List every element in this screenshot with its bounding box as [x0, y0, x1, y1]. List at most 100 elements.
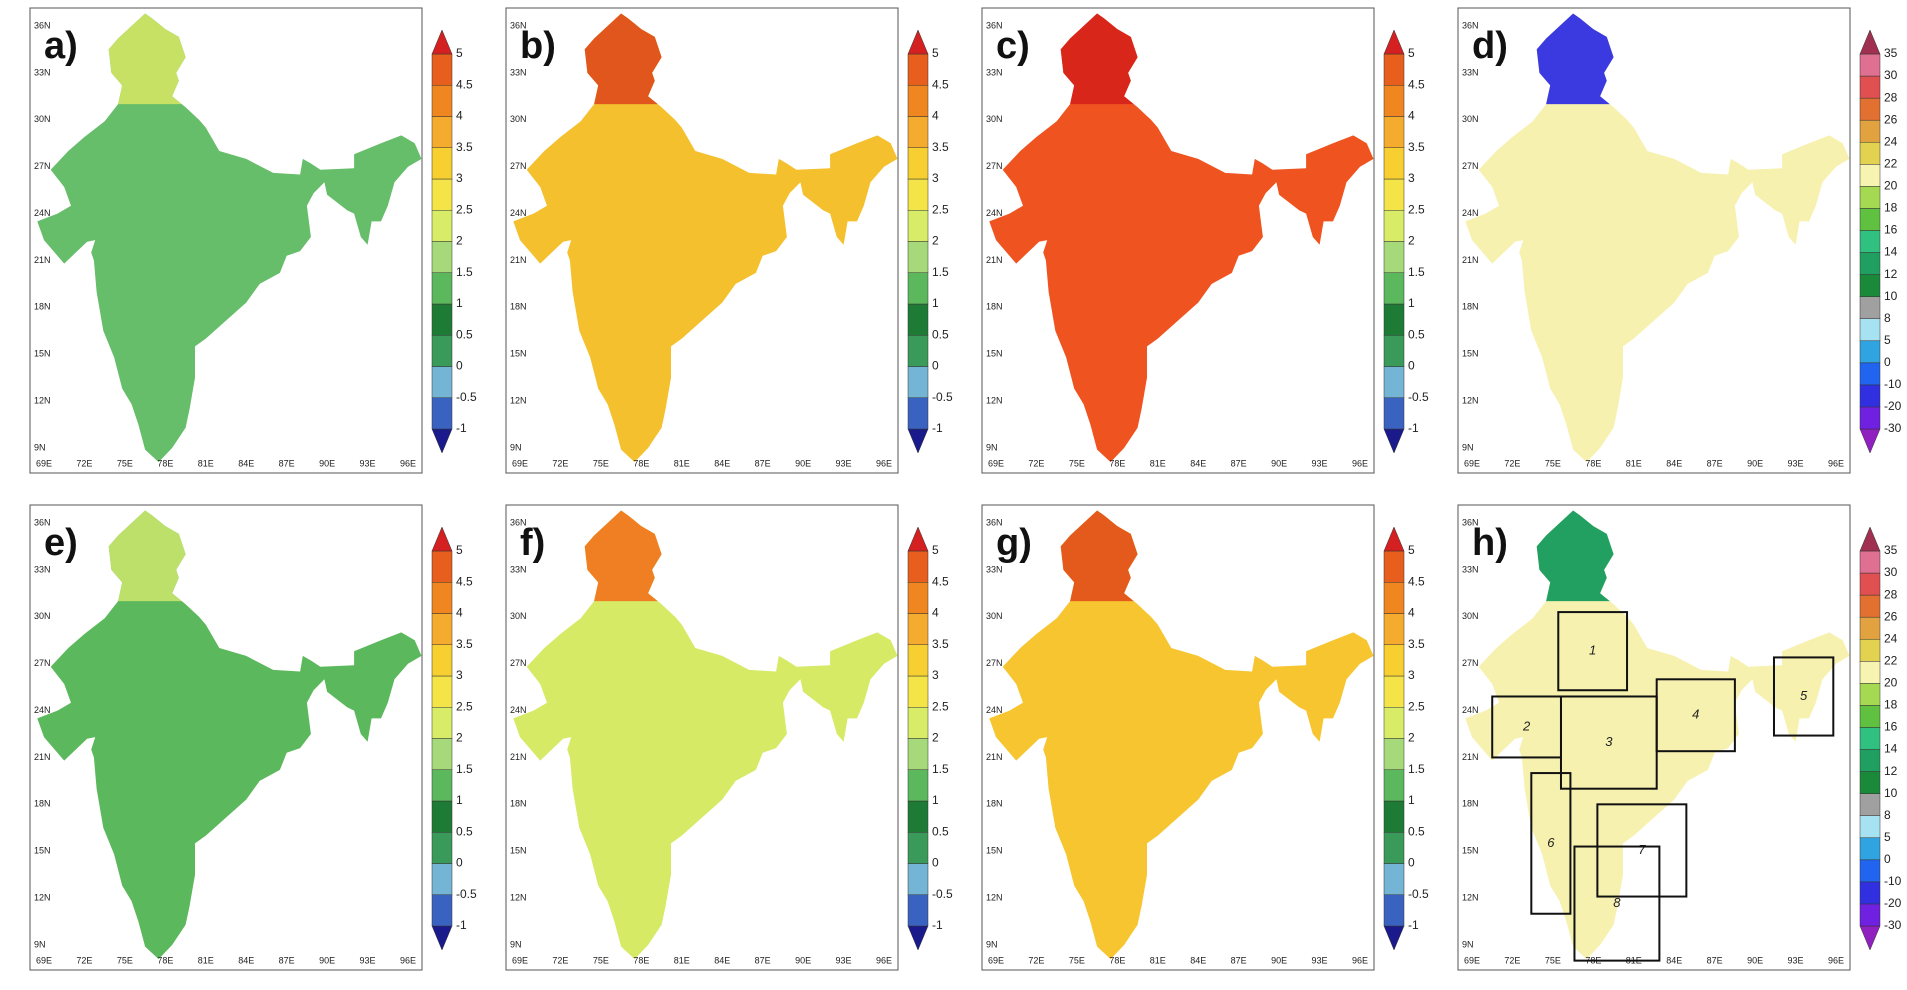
colorbar-swatch — [432, 832, 452, 863]
colorbar-label: -20 — [1884, 399, 1902, 413]
lat-tick-label: 36N — [986, 20, 1003, 30]
lon-tick-label: 75E — [117, 955, 133, 965]
colorbar-label: -10 — [1884, 377, 1902, 391]
region-label: 5 — [1800, 688, 1808, 703]
colorbar-swatch — [1384, 864, 1404, 895]
lon-tick-label: 87E — [1231, 458, 1247, 468]
colorbar-swatch — [908, 304, 928, 335]
colorbar-swatch — [1860, 860, 1880, 882]
colorbar-label: -30 — [1884, 918, 1902, 932]
colorbar-swatch — [1860, 794, 1880, 816]
colorbar-label: 35 — [1884, 543, 1898, 557]
lat-tick-label: 33N — [510, 67, 527, 77]
lon-tick-label: 93E — [836, 458, 852, 468]
panel: g)69E72E75E78E81E84E87E90E93E96E9N12N15N… — [982, 505, 1429, 970]
lat-tick-label: 36N — [986, 517, 1003, 527]
lon-tick-label: 84E — [238, 955, 254, 965]
lat-tick-label: 21N — [986, 255, 1003, 265]
lon-tick-label: 93E — [1312, 955, 1328, 965]
lon-tick-label: 69E — [988, 955, 1004, 965]
colorbar-high — [1384, 30, 1404, 54]
lat-tick-label: 18N — [1462, 799, 1479, 809]
lon-tick-label: 93E — [360, 458, 376, 468]
colorbar-label: 5 — [456, 46, 463, 60]
colorbar-label: 1 — [932, 296, 939, 310]
colorbar-label: 2.5 — [1408, 699, 1425, 713]
colorbar-label: 2.5 — [932, 202, 949, 216]
colorbar-swatch — [1860, 727, 1880, 749]
colorbar-swatch — [908, 864, 928, 895]
colorbar-label: 2.5 — [932, 699, 949, 713]
lat-tick-label: 30N — [510, 611, 527, 621]
lon-tick-label: 96E — [400, 955, 416, 965]
lat-tick-label: 12N — [1462, 395, 1479, 405]
colorbar-swatch — [1860, 76, 1880, 98]
lon-tick-label: 87E — [279, 955, 295, 965]
region-label: 1 — [1589, 643, 1596, 658]
colorbar-label: 22 — [1884, 653, 1898, 667]
lon-tick-label: 69E — [1464, 458, 1480, 468]
lat-tick-label: 12N — [34, 395, 51, 405]
lat-tick-label: 24N — [34, 705, 51, 715]
lat-tick-label: 9N — [986, 442, 998, 452]
lon-tick-label: 90E — [795, 458, 811, 468]
colorbar-swatch — [432, 551, 452, 582]
lat-tick-label: 27N — [1462, 658, 1479, 668]
colorbar-high — [432, 30, 452, 54]
colorbar-swatch — [908, 148, 928, 179]
colorbar-label: 5 — [1884, 830, 1891, 844]
lat-tick-label: 18N — [34, 799, 51, 809]
colorbar-swatch — [432, 148, 452, 179]
colorbar-swatch — [1860, 407, 1880, 429]
lat-tick-label: 33N — [986, 67, 1003, 77]
lat-tick-label: 36N — [34, 517, 51, 527]
colorbar-swatch — [1860, 838, 1880, 860]
lat-tick-label: 21N — [510, 255, 527, 265]
lon-tick-label: 78E — [633, 458, 649, 468]
lat-tick-label: 21N — [34, 255, 51, 265]
colorbar-label: 5 — [1408, 543, 1415, 557]
colorbar-label: 16 — [1884, 720, 1898, 734]
colorbar-swatch — [908, 551, 928, 582]
colorbar-label: -1 — [932, 918, 943, 932]
lat-tick-label: 12N — [1462, 892, 1479, 902]
colorbar-label: 3 — [932, 668, 939, 682]
lon-tick-label: 72E — [76, 955, 92, 965]
colorbar-label: 20 — [1884, 179, 1898, 193]
colorbar-swatch — [432, 273, 452, 304]
lat-tick-label: 15N — [34, 349, 51, 359]
lon-tick-label: 72E — [1504, 458, 1520, 468]
colorbar-low — [1860, 429, 1880, 453]
region-label: 8 — [1613, 895, 1621, 910]
lat-tick-label: 15N — [1462, 349, 1479, 359]
colorbar-swatch — [432, 739, 452, 770]
region-label: 6 — [1547, 835, 1555, 850]
colorbar-swatch — [432, 304, 452, 335]
colorbar-swatch — [432, 179, 452, 210]
colorbar-low — [908, 926, 928, 950]
lon-tick-label: 96E — [1828, 955, 1844, 965]
colorbar-label: 0 — [932, 359, 939, 373]
region-label: 7 — [1638, 842, 1646, 857]
lon-tick-label: 81E — [1150, 955, 1166, 965]
panel: e)69E72E75E78E81E84E87E90E93E96E9N12N15N… — [30, 505, 477, 970]
colorbar-high — [1860, 30, 1880, 54]
colorbar-label: 14 — [1884, 742, 1898, 756]
colorbar-swatch — [1860, 54, 1880, 76]
colorbar-label: 0 — [1408, 359, 1415, 373]
colorbar-label: 20 — [1884, 676, 1898, 690]
lat-tick-label: 15N — [986, 349, 1003, 359]
colorbar-label: 1.5 — [932, 265, 949, 279]
colorbar-label: 1.5 — [456, 762, 473, 776]
colorbar-low — [432, 429, 452, 453]
colorbar-swatch — [908, 117, 928, 148]
colorbar-swatch — [1384, 645, 1404, 676]
colorbar-label: 35 — [1884, 46, 1898, 60]
region-label: 3 — [1605, 734, 1613, 749]
colorbar-swatch — [1384, 335, 1404, 366]
lat-tick-label: 27N — [34, 658, 51, 668]
lon-tick-label: 90E — [1747, 458, 1763, 468]
lat-tick-label: 9N — [986, 939, 998, 949]
colorbar-swatch — [432, 864, 452, 895]
colorbar-label: 0.5 — [932, 327, 949, 341]
